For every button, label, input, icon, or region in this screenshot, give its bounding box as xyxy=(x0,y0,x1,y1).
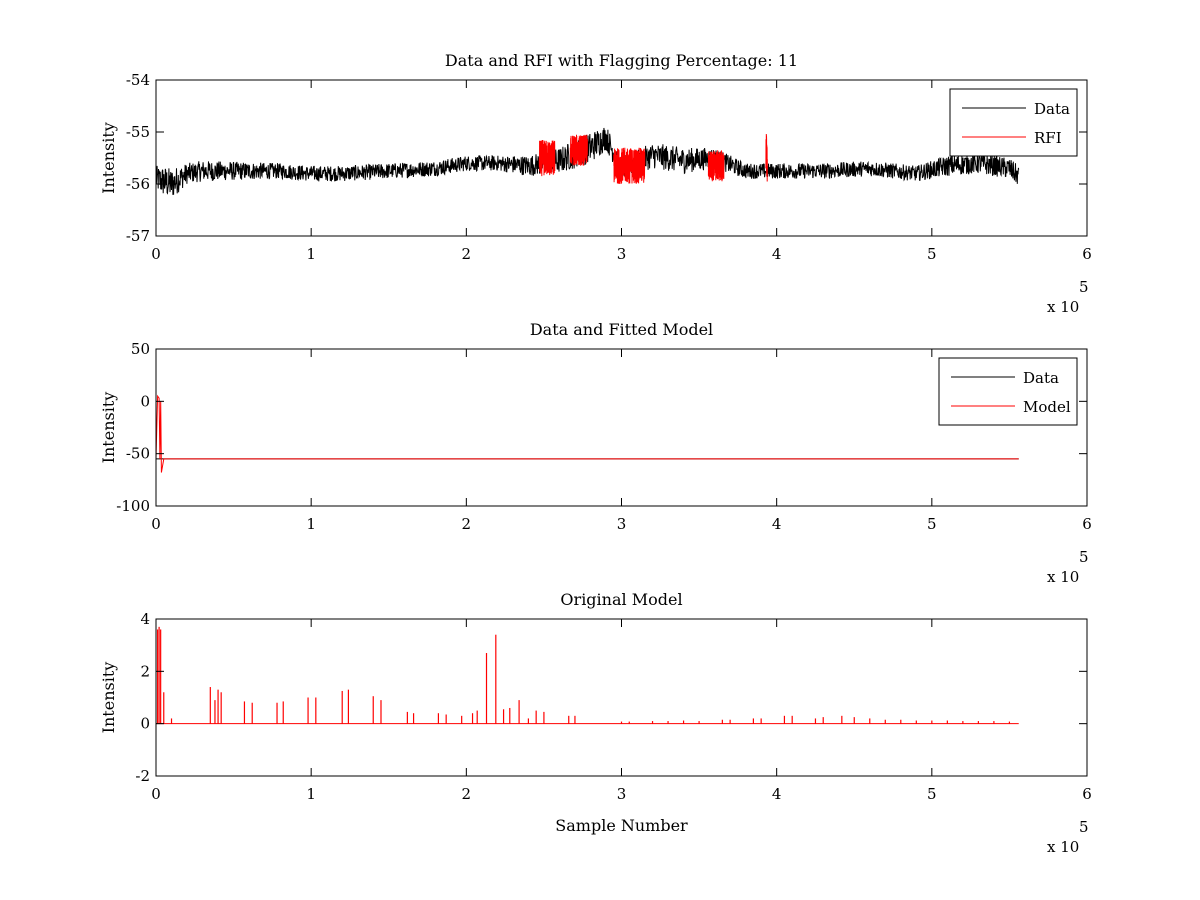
x-tick-label: 4 xyxy=(772,245,782,263)
x-tick-label: 3 xyxy=(617,785,627,803)
y-tick-label: -55 xyxy=(126,123,150,141)
chart-title: Data and RFI with Flagging Percentage: 1… xyxy=(445,51,798,70)
series-rfi-segment-3 xyxy=(613,147,646,184)
x-tick-label: 6 xyxy=(1082,515,1092,533)
x-multiplier-label: x 10 xyxy=(1047,838,1079,856)
x-tick-label: 6 xyxy=(1082,785,1092,803)
legend-label-data: Data xyxy=(1034,100,1070,118)
x-tick-label: 2 xyxy=(462,245,472,263)
chart-title: Original Model xyxy=(560,590,682,609)
y-tick-label: 50 xyxy=(131,340,150,358)
x-tick-label: 2 xyxy=(462,515,472,533)
x-tick-label: 3 xyxy=(617,245,627,263)
series-model xyxy=(156,394,1019,473)
y-axis-label: Intensity xyxy=(99,392,118,464)
legend: Data RFI xyxy=(949,88,1078,157)
plot-area xyxy=(156,394,1019,473)
y-tick-label: -57 xyxy=(126,227,150,245)
y-tick-label: -56 xyxy=(126,175,150,193)
axes-box xyxy=(155,618,1088,777)
series-data xyxy=(156,127,1020,195)
x-tick-label: 0 xyxy=(151,785,161,803)
y-tick-label: -100 xyxy=(116,497,150,515)
series-rfi-segment-1 xyxy=(538,139,556,177)
legend-label-model: Model xyxy=(1023,398,1071,416)
y-axis-label: Intensity xyxy=(99,122,118,194)
x-multiplier-label: x 10 xyxy=(1047,568,1079,586)
x-tick-label: 5 xyxy=(927,245,937,263)
series-rfi-segment-5 xyxy=(765,133,768,182)
chart-title: Data and Fitted Model xyxy=(530,320,713,339)
y-tick-label: 4 xyxy=(140,610,150,628)
subplot-1: Data and RFI with Flagging Percentage: 1… xyxy=(99,51,1092,316)
x-multiplier-exponent: 5 xyxy=(1079,278,1089,296)
x-multiplier-exponent: 5 xyxy=(1079,548,1089,566)
x-tick-label: 2 xyxy=(462,785,472,803)
y-axis-label: Intensity xyxy=(99,662,118,734)
legend-box xyxy=(938,357,1078,426)
x-axis-label: Sample Number xyxy=(555,816,688,835)
x-tick-label: 5 xyxy=(927,515,937,533)
x-tick-label: 1 xyxy=(306,785,316,803)
plot-area xyxy=(156,127,1020,195)
legend-box xyxy=(949,88,1078,157)
legend-label-data: Data xyxy=(1023,369,1059,387)
subplot-3: Original Model Intensity Sample Number 0 1 2 3… xyxy=(99,590,1092,856)
legend: Data Model xyxy=(938,357,1078,426)
x-multiplier-exponent: 5 xyxy=(1079,818,1089,836)
y-tick-label: -54 xyxy=(126,71,150,89)
y-tick-label: 0 xyxy=(140,392,150,410)
series-rfi-segment-4 xyxy=(707,150,725,182)
subplot-2: Data and Fitted Model Intensity 0 1 2 3 4 5 6 -10… xyxy=(99,320,1092,586)
x-tick-label: 0 xyxy=(151,515,161,533)
x-tick-label: 1 xyxy=(306,515,316,533)
y-tick-label: 0 xyxy=(140,715,150,733)
x-tick-label: 4 xyxy=(772,515,782,533)
plot-area xyxy=(156,626,1019,725)
y-tick-label: -2 xyxy=(135,767,150,785)
x-tick-label: 1 xyxy=(306,245,316,263)
x-tick-label: 6 xyxy=(1082,245,1092,263)
y-tick-label: 2 xyxy=(140,662,150,680)
y-tick-label: -50 xyxy=(126,445,150,463)
x-tick-label: 4 xyxy=(772,785,782,803)
x-tick-label: 5 xyxy=(927,785,937,803)
series-rfi-segment-2 xyxy=(569,134,588,166)
legend-label-rfi: RFI xyxy=(1034,129,1062,147)
x-tick-label: 0 xyxy=(151,245,161,263)
x-multiplier-label: x 10 xyxy=(1047,298,1079,316)
x-tick-label: 3 xyxy=(617,515,627,533)
